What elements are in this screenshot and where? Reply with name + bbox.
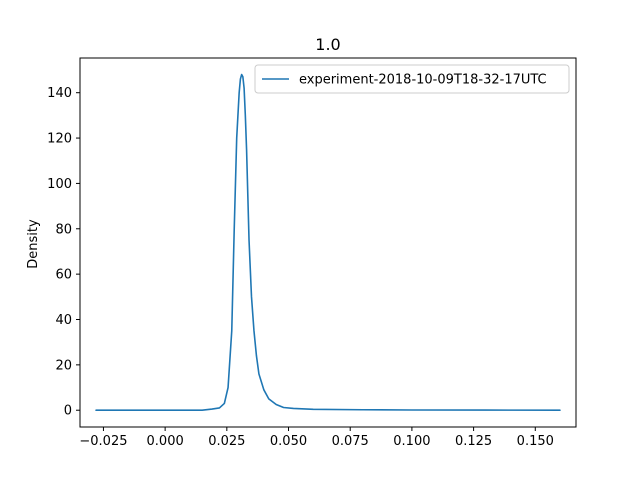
y-tick-label: 140 bbox=[47, 86, 72, 101]
x-tick-label: 0.150 bbox=[517, 434, 554, 449]
x-axis: −0.025 0.000 0.025 0.050 0.075 0.100 0.125 0.15… bbox=[79, 427, 554, 449]
x-tick-label: 0.100 bbox=[393, 434, 430, 449]
y-tick-label: 40 bbox=[55, 313, 72, 328]
x-tick-label: 0.125 bbox=[455, 434, 492, 449]
x-tick-label: 0.025 bbox=[208, 434, 245, 449]
y-axis: 0 20 40 60 80 100 120 140 bbox=[47, 86, 80, 419]
y-tick-label: 120 bbox=[47, 132, 72, 147]
series-line-0 bbox=[95, 73, 561, 412]
y-tick-label: 0 bbox=[64, 404, 72, 419]
axes-frame bbox=[79, 57, 577, 428]
y-tick-label: 80 bbox=[55, 222, 72, 237]
legend-label: experiment-2018-10-09T18-32-17UTC bbox=[299, 73, 547, 88]
chart-title: 1.0 bbox=[315, 35, 340, 54]
y-tick-label: 60 bbox=[55, 268, 72, 283]
legend-box bbox=[254, 64, 570, 94]
x-tick-label: 0.050 bbox=[270, 434, 307, 449]
y-tick-label: 100 bbox=[47, 177, 72, 192]
y-axis-label: Density bbox=[26, 219, 41, 269]
x-tick-label: 0.075 bbox=[332, 434, 369, 449]
legend: experiment-2018-10-09T18-32-17UTC bbox=[254, 64, 570, 94]
x-tick-label: −0.025 bbox=[79, 434, 127, 449]
y-tick-label: 20 bbox=[55, 358, 72, 373]
plot-area bbox=[95, 73, 561, 412]
x-tick-label: 0.000 bbox=[147, 434, 184, 449]
